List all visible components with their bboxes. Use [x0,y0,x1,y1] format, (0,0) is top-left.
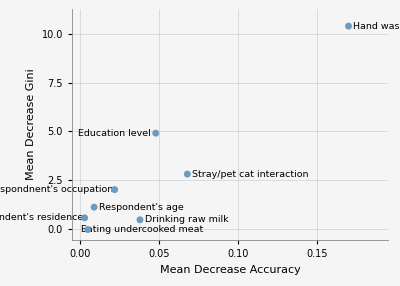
Point [184,172,190,176]
Text: Education level: Education level [78,129,151,138]
Text: Respondnent's occupation: Respondnent's occupation [0,185,113,194]
Point [137,218,143,222]
Text: Stray/pet cat interaction: Stray/pet cat interaction [192,170,308,178]
Text: Eating undercooked meat: Eating undercooked meat [82,225,204,234]
Text: Drinking raw milk: Drinking raw milk [145,215,228,224]
Point [112,187,118,192]
X-axis label: Mean Decrease Accuracy: Mean Decrease Accuracy [160,265,300,275]
Point [82,216,88,220]
Text: Respondent's age: Respondent's age [99,203,184,212]
Text: Hand washing: Hand washing [353,22,400,31]
Y-axis label: Mean Decrease Gini: Mean Decrease Gini [26,69,36,180]
Point [152,131,159,136]
Text: Respondent's residence: Respondent's residence [0,213,83,222]
Point [91,205,97,209]
Point [85,227,91,232]
Point [345,24,352,28]
